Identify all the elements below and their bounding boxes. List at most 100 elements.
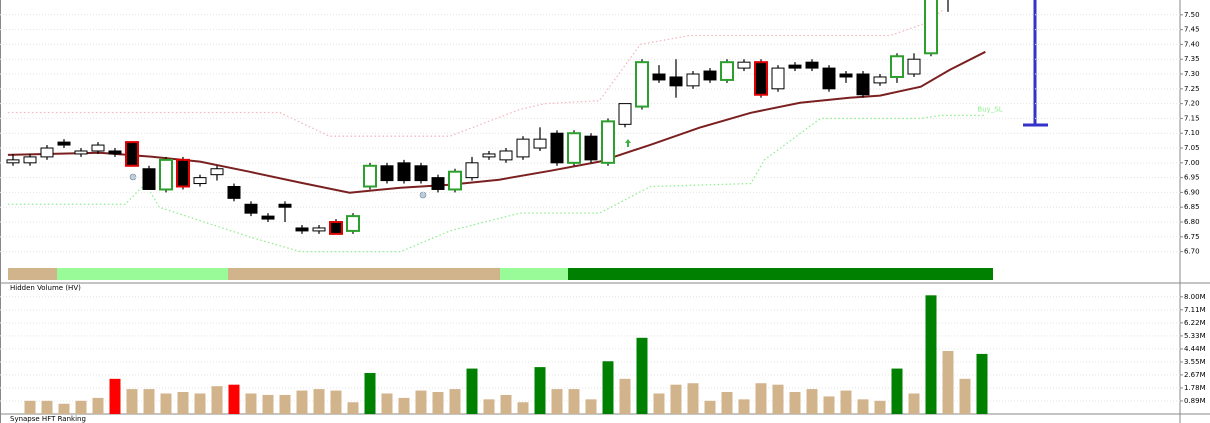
candle-body xyxy=(669,76,683,87)
candle-body xyxy=(227,186,241,199)
candle-body xyxy=(788,64,802,69)
y-tick-label: 6.75 xyxy=(1184,233,1200,241)
line-label: Buy_SL xyxy=(977,105,1002,113)
candle-body xyxy=(720,61,734,81)
candle-body xyxy=(924,0,938,55)
volume-bar xyxy=(262,394,274,414)
y-tick-label: 7.25 xyxy=(1184,85,1200,93)
alert-icon xyxy=(129,173,137,181)
candle-body xyxy=(329,221,343,235)
candle-body xyxy=(295,227,309,232)
candle-body xyxy=(584,135,598,161)
y-tick-label: 1.78M xyxy=(1184,384,1206,392)
candle-body xyxy=(771,67,785,90)
volume-bar xyxy=(551,389,563,414)
volume-bar xyxy=(653,393,665,414)
volume-bar xyxy=(194,393,206,414)
volume-bar xyxy=(24,400,36,414)
candle-body xyxy=(244,203,258,214)
indicator-line xyxy=(7,8,945,137)
y-tick-label: 0.89M xyxy=(1184,397,1206,405)
volume-bar xyxy=(636,337,648,414)
candle-body xyxy=(839,73,853,78)
y-tick-label: 6.90 xyxy=(1184,188,1200,196)
y-tick-label: 7.40 xyxy=(1184,40,1200,48)
y-tick-label: 7.05 xyxy=(1184,144,1200,152)
candle-body xyxy=(533,138,547,149)
volume-bar xyxy=(517,402,529,414)
y-tick-label: 6.95 xyxy=(1184,174,1200,182)
volume-bar xyxy=(160,393,172,414)
candle-body xyxy=(550,132,564,164)
volume-bar xyxy=(959,378,971,414)
candle-body xyxy=(414,165,428,182)
candle-body xyxy=(737,61,751,69)
volume-bar xyxy=(449,389,461,414)
candle-body xyxy=(431,177,445,190)
candle-body xyxy=(907,58,921,75)
volume-bar xyxy=(942,350,954,414)
y-tick-label: 6.70 xyxy=(1184,248,1200,256)
volume-bar xyxy=(874,400,886,414)
y-tick-label: 7.00 xyxy=(1184,159,1200,167)
y-tick-label: 7.45 xyxy=(1184,26,1200,34)
price-plot xyxy=(6,0,986,253)
y-tick-label: 2.67M xyxy=(1184,371,1206,379)
volume-bar xyxy=(296,390,308,414)
volume-bar xyxy=(806,389,818,414)
indicator-marker xyxy=(1023,0,1048,127)
y-tick-label: 3.55M xyxy=(1184,358,1206,366)
volume-bar xyxy=(534,367,546,414)
y-tick-label: 7.15 xyxy=(1184,114,1200,122)
candle-body xyxy=(380,165,394,182)
volume-bar xyxy=(670,384,682,414)
candle-body xyxy=(176,158,190,188)
y-tick-label: 4.44M xyxy=(1184,345,1206,353)
volume-bar xyxy=(381,393,393,414)
strip-segment xyxy=(228,268,500,280)
volume-bar xyxy=(789,392,801,414)
volume-bar xyxy=(364,372,376,414)
volume-bar xyxy=(177,392,189,414)
candle-body xyxy=(686,73,700,87)
volume-bar xyxy=(228,384,240,414)
y-tick-label: 8.00M xyxy=(1184,293,1206,301)
indicator-line xyxy=(7,114,986,253)
volume-bar xyxy=(92,397,104,414)
candle-body xyxy=(635,61,649,108)
volume-bar xyxy=(772,384,784,414)
candle-body xyxy=(363,164,377,188)
candle-body xyxy=(567,132,581,164)
volume-bar xyxy=(891,368,903,414)
volume-bar xyxy=(568,389,580,414)
volume-bar xyxy=(840,390,852,414)
panel-title: Synapse HFT Ranking xyxy=(10,415,86,423)
panel-title: Hidden Volume (HV) xyxy=(10,284,81,292)
y-tick-label: 7.11M xyxy=(1184,306,1206,314)
volume-bar xyxy=(976,353,988,414)
volume-bar xyxy=(432,392,444,414)
volume-bar xyxy=(245,393,257,414)
candle-body xyxy=(652,73,666,81)
candle-body xyxy=(805,61,819,69)
strip-segment xyxy=(500,268,568,280)
volume-bar xyxy=(602,361,614,414)
candle-body xyxy=(125,141,139,167)
volume-bar xyxy=(109,378,121,414)
volume-bar xyxy=(619,378,631,414)
candle-body xyxy=(6,159,20,164)
volume-bar xyxy=(823,396,835,414)
volume-bar xyxy=(925,295,937,414)
candle-body xyxy=(261,215,275,220)
y-tick-label: 7.10 xyxy=(1184,129,1200,137)
candle-body xyxy=(703,70,717,81)
volume-bar xyxy=(500,394,512,414)
candle-body xyxy=(448,170,462,191)
volume-bar xyxy=(347,402,359,414)
volume-bar xyxy=(755,383,767,414)
strip-segment xyxy=(57,268,228,280)
buy-arrow xyxy=(625,139,631,147)
candle-body xyxy=(108,150,122,155)
volume-bar xyxy=(126,389,138,414)
